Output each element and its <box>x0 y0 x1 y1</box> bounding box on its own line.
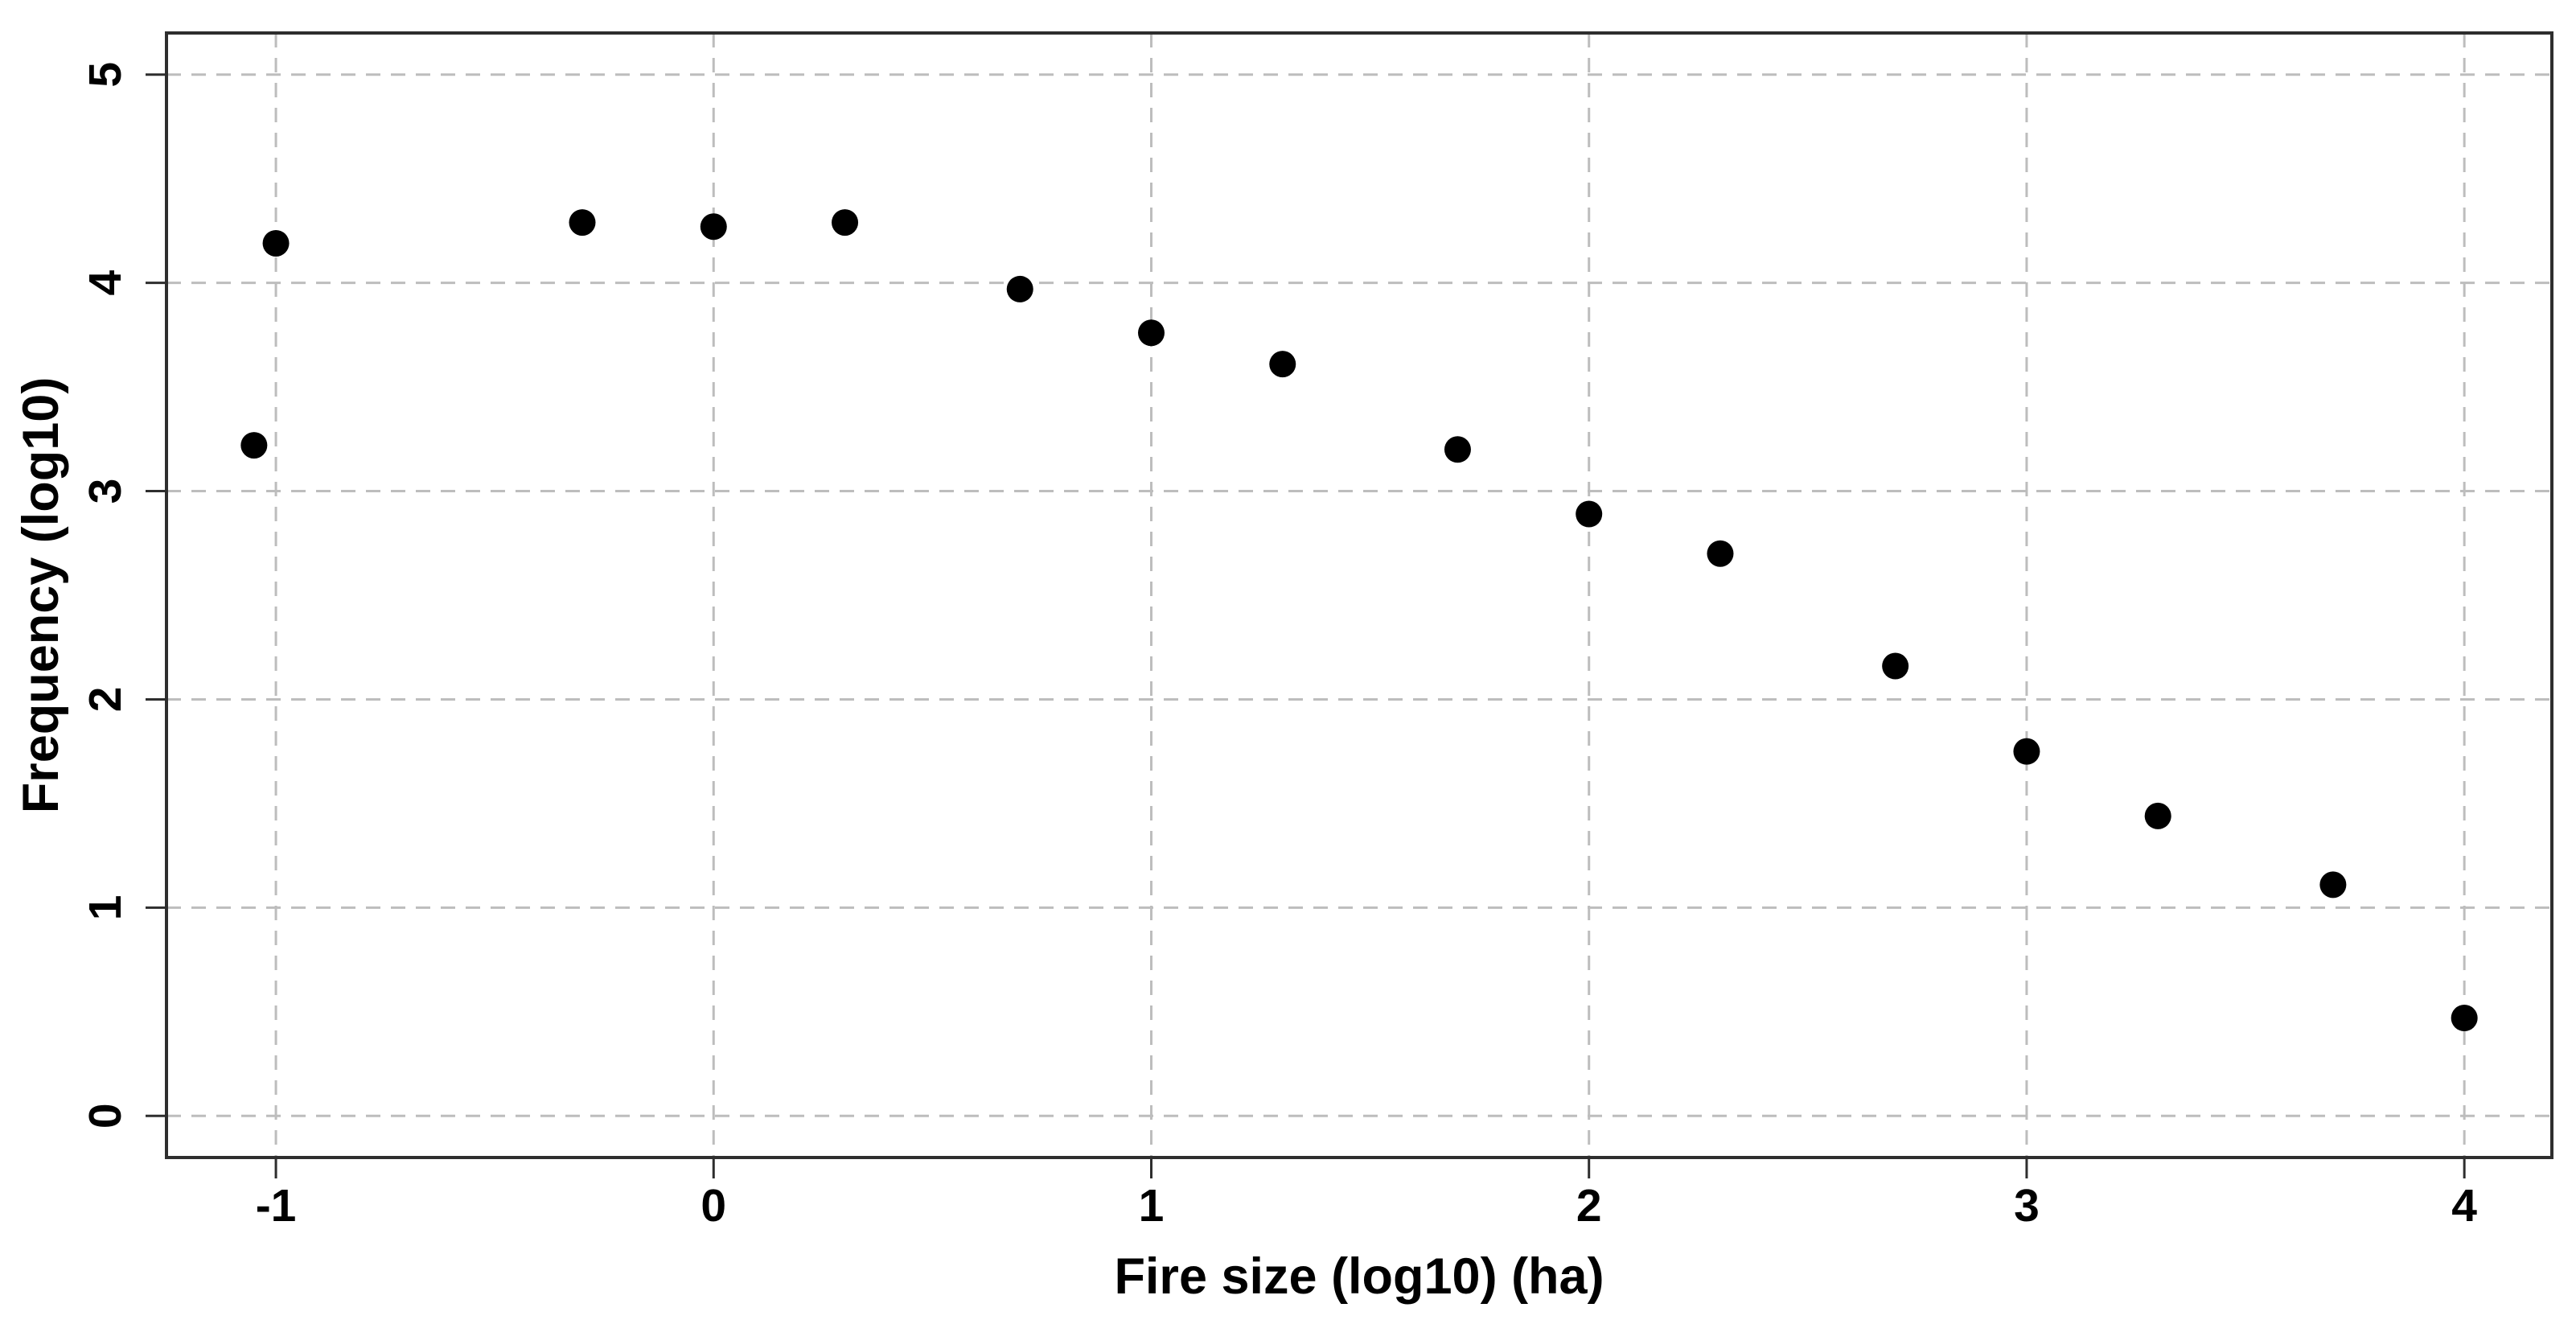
y-tick-label: 1 <box>80 894 131 920</box>
x-tick-label: 2 <box>1576 1180 1602 1232</box>
data-point <box>700 213 727 241</box>
y-tick-label: 2 <box>80 687 131 713</box>
x-tick-label: 1 <box>1139 1180 1165 1232</box>
plot-border <box>165 31 2553 1159</box>
data-point <box>1444 436 1471 463</box>
data-point <box>832 209 859 236</box>
data-point <box>1707 540 1734 567</box>
data-point <box>240 432 268 459</box>
x-tick-label: 0 <box>700 1180 726 1232</box>
data-point <box>1576 500 1603 528</box>
data-point <box>1006 275 1033 302</box>
data-point <box>262 229 290 257</box>
x-axis-title: Fire size (log10) (ha) <box>1114 1248 1604 1305</box>
x-tick-label: 4 <box>2451 1180 2477 1232</box>
data-point <box>1882 652 1909 680</box>
x-tick-label: -1 <box>256 1180 297 1232</box>
data-point <box>2319 871 2347 899</box>
y-tick-label: 5 <box>80 62 131 88</box>
data-point <box>1269 351 1296 378</box>
y-tick-label: 3 <box>80 479 131 504</box>
gridlines <box>166 33 2552 1158</box>
x-tick-label: 3 <box>2014 1180 2040 1232</box>
y-tick-label: 4 <box>80 270 131 296</box>
y-axis-title: Frequency (log10) <box>13 377 69 814</box>
data-point <box>2013 738 2040 765</box>
y-tick-label: 0 <box>80 1103 131 1129</box>
data-point <box>2144 802 2171 829</box>
data-point <box>1137 319 1165 347</box>
axis-ticks <box>146 73 2466 1178</box>
data-point <box>569 209 596 236</box>
data-point <box>2451 1005 2478 1032</box>
data-points <box>240 209 2478 1032</box>
tick-labels: -1 0 1 2 3 4 0 1 2 3 4 5 <box>80 62 2477 1232</box>
